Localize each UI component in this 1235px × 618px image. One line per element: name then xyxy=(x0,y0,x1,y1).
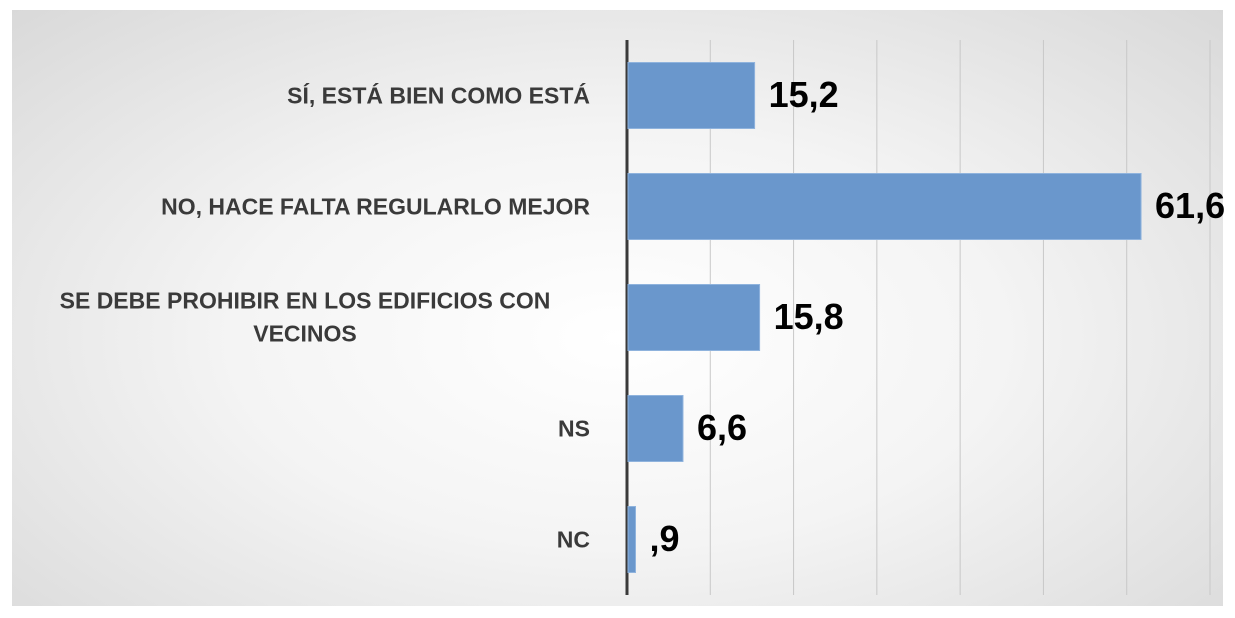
category-label: NO, HACE FALTA REGULARLO MEJOR xyxy=(161,192,590,219)
category-label: SE DEBE PROHIBIR EN LOS EDIFICIOS CON VE… xyxy=(59,287,551,347)
bar xyxy=(627,395,684,462)
value-label: ,9 xyxy=(649,518,679,559)
bar xyxy=(627,506,636,573)
value-label: 15,8 xyxy=(774,296,844,337)
category-label: NS xyxy=(558,414,590,441)
bar xyxy=(627,173,1142,240)
value-label: 15,2 xyxy=(769,74,839,115)
value-label: 61,6 xyxy=(1155,185,1225,226)
bar xyxy=(627,284,761,351)
category-label: SÍ, ESTÁ BIEN COMO ESTÁ xyxy=(287,81,590,108)
category-label: NC xyxy=(556,525,590,552)
bar xyxy=(627,62,756,129)
value-label: 6,6 xyxy=(697,407,747,448)
chart-background xyxy=(12,10,1223,606)
